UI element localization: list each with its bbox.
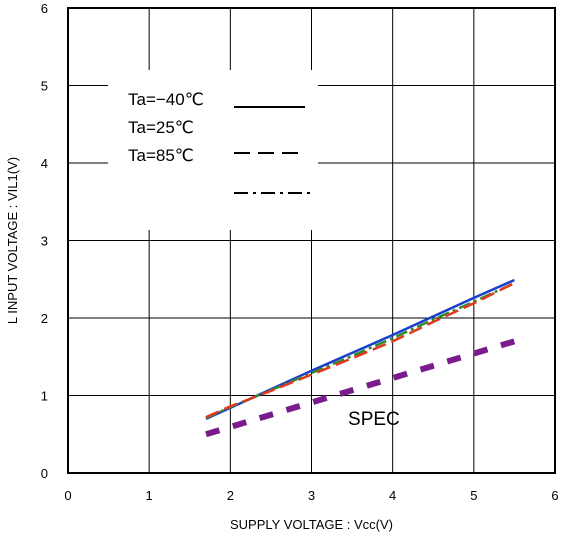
y-tick-label: 6	[41, 1, 48, 16]
legend-entry-1: Ta=25℃	[128, 118, 194, 137]
x-axis-label: SUPPLY VOLTAGE : Vcc(V)	[230, 517, 393, 532]
x-tick-label: 5	[470, 488, 477, 503]
y-tick-label: 3	[41, 234, 48, 249]
x-tick-label: 1	[146, 488, 153, 503]
legend-entry-0: Ta=−40℃	[128, 90, 204, 109]
y-tick-label: 5	[41, 79, 48, 94]
x-tick-label: 4	[389, 488, 396, 503]
y-axis-label: L INPUT VOLTAGE : VIL1(V)	[5, 157, 20, 324]
y-tick-labels: 0 1 2 3 4 5 6	[41, 1, 48, 481]
x-tick-label: 3	[308, 488, 315, 503]
x-tick-label: 2	[227, 488, 234, 503]
y-tick-label: 1	[41, 389, 48, 404]
x-tick-label: 6	[551, 488, 558, 503]
y-tick-label: 0	[41, 466, 48, 481]
y-tick-label: 4	[41, 156, 48, 171]
x-tick-labels: 0 1 2 3 4 5 6	[64, 488, 558, 503]
y-tick-label: 2	[41, 311, 48, 326]
series-layer	[205, 278, 516, 438]
series-line-2	[205, 281, 515, 419]
legend-box	[108, 70, 318, 230]
legend-entry-2: Ta=85℃	[128, 146, 194, 165]
legend: Ta=−40℃ Ta=25℃ Ta=85℃	[128, 90, 312, 194]
plot-frame	[67, 7, 556, 474]
x-tick-label: 0	[64, 488, 71, 503]
spec-annotation: SPEC	[348, 409, 400, 430]
